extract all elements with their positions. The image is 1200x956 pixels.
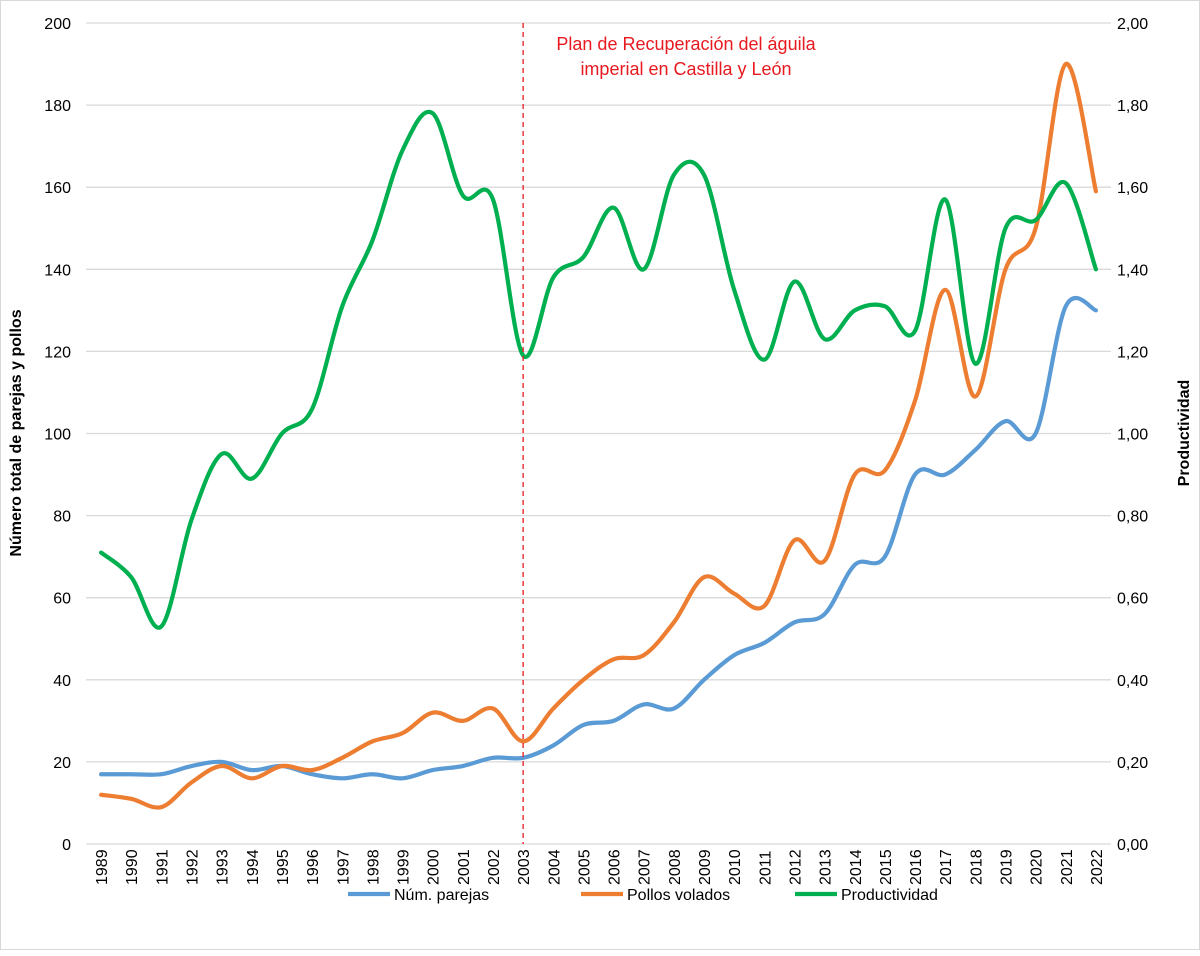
y2-tick-label: 1,20: [1117, 344, 1148, 361]
x-tick-label: 1990: [124, 849, 141, 885]
y2-tick-label: 0,00: [1117, 837, 1148, 854]
y2-tick-label: 0,60: [1117, 591, 1148, 608]
y2-tick-label: 2,00: [1117, 16, 1148, 33]
x-tick-label: 2020: [1029, 849, 1046, 885]
y2-tick-label: 1,40: [1117, 262, 1148, 279]
x-tick-label: 2019: [998, 849, 1015, 885]
y-tick-label: 20: [53, 755, 71, 772]
x-tick-label: 2004: [546, 849, 563, 885]
y-tick-label: 60: [53, 591, 71, 608]
y2-tick-label: 0,20: [1117, 755, 1148, 772]
y2-tick-label: 1,60: [1117, 180, 1148, 197]
x-tick-label: 2003: [516, 849, 533, 885]
x-tick-label: 2021: [1059, 849, 1076, 885]
x-tick-label: 1991: [154, 849, 171, 885]
y-tick-label: 160: [44, 180, 71, 197]
x-tick-label: 2001: [456, 849, 473, 885]
annotation-text: Plan de Recuperación del águila: [556, 34, 816, 54]
x-tick-label: 2005: [576, 849, 593, 885]
x-tick-label: 1989: [94, 849, 111, 885]
y2-tick-label: 0,40: [1117, 673, 1148, 690]
x-tick-label: 2010: [727, 849, 744, 885]
x-tick-label: 2013: [818, 849, 835, 885]
y-tick-label: 0: [62, 837, 71, 854]
y-tick-label: 100: [44, 427, 71, 444]
legend-label: Pollos volados: [627, 887, 730, 904]
x-tick-label: 1997: [335, 849, 352, 885]
y-tick-label: 80: [53, 509, 71, 526]
x-tick-label: 1995: [275, 849, 292, 885]
x-tick-label: 2017: [938, 849, 955, 885]
x-tick-label: 1998: [365, 849, 382, 885]
y-tick-label: 200: [44, 16, 71, 33]
series-line-n-m-parejas: [98, 296, 1099, 781]
x-tick-label: 2000: [426, 849, 443, 885]
x-tick-label: 2007: [637, 849, 654, 885]
x-tick-label: 2011: [757, 850, 774, 885]
x-tick-label: 2018: [968, 849, 985, 885]
y2-tick-label: 1,00: [1117, 427, 1148, 444]
y2-axis-title: Productividad: [1176, 380, 1193, 487]
x-tick-label: 2008: [667, 849, 684, 885]
y2-tick-label: 0,80: [1117, 509, 1148, 526]
x-tick-label: 2014: [848, 849, 865, 885]
x-tick-label: 2012: [787, 849, 804, 885]
x-tick-label: 2015: [878, 849, 895, 885]
x-tick-label: 2016: [908, 849, 925, 885]
x-tick-label: 2022: [1089, 849, 1106, 885]
annotation-text: imperial en Castilla y León: [580, 59, 791, 79]
y-tick-label: 40: [53, 673, 71, 690]
x-tick-label: 1993: [215, 849, 232, 885]
x-tick-label: 2006: [607, 849, 624, 885]
y-tick-label: 180: [44, 98, 71, 115]
series-line-pollos-volados: [98, 61, 1099, 810]
x-tick-label: 2002: [486, 849, 503, 885]
x-tick-label: 1992: [185, 849, 202, 885]
x-tick-label: 2009: [697, 849, 714, 885]
y-tick-label: 140: [44, 262, 71, 279]
y-axis-title: Número total de parejas y pollos: [8, 309, 25, 556]
x-tick-label: 1996: [305, 849, 322, 885]
legend-label: Productividad: [841, 887, 938, 904]
y2-tick-label: 1,80: [1117, 98, 1148, 115]
x-tick-label: 1994: [245, 849, 262, 885]
legend-label: Núm. parejas: [394, 887, 489, 904]
x-tick-label: 1999: [396, 849, 413, 885]
series-line-productividad: [98, 109, 1099, 630]
y-tick-label: 120: [44, 344, 71, 361]
